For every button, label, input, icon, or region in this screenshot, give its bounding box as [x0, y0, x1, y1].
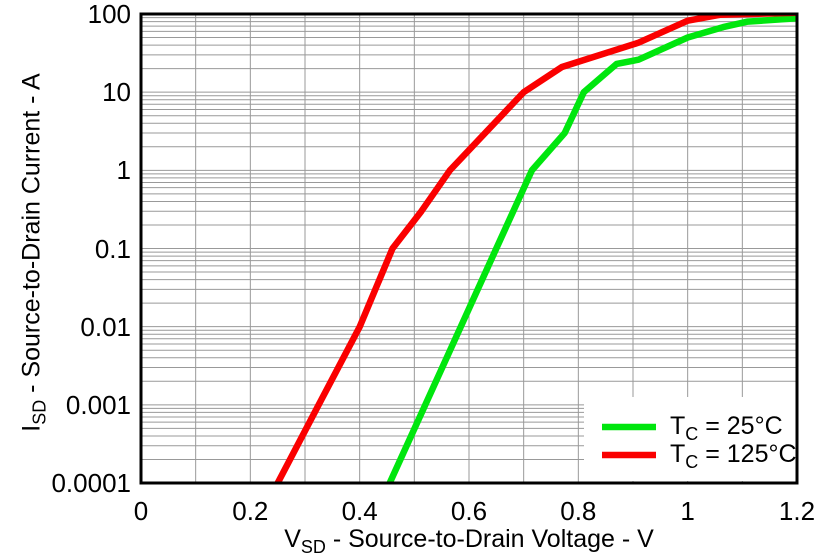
y-tick-label: 1 — [116, 155, 131, 186]
x-tick-label: 0 — [133, 496, 149, 526]
y-tick-label: 10 — [102, 77, 131, 108]
y-tick-label: 0.01 — [80, 311, 131, 342]
plot-border — [139, 12, 799, 485]
series-curve-1 — [274, 14, 797, 483]
series-curve-0 — [386, 15, 797, 483]
y-tick-label: 0.0001 — [51, 468, 131, 498]
x-tick-label: 1 — [680, 496, 695, 526]
legend-label-1: TC = 125°C — [670, 440, 797, 473]
y-tick-label: 0.001 — [65, 389, 131, 420]
x-tick-label: 0.6 — [450, 496, 488, 526]
x-tick-label: 0.2 — [232, 496, 269, 526]
legend-background — [584, 397, 797, 481]
y-axis-title: ISD - Source-to-Drain Current - A — [17, 72, 50, 432]
x-tick-label: 0.8 — [560, 496, 597, 526]
x-axis-title: VSD - Source-to-Drain Voltage - V — [284, 525, 654, 558]
x-tick-label: 1.2 — [778, 496, 816, 526]
y-tick-label: 100 — [87, 0, 131, 29]
y-tick-label: 0.1 — [94, 233, 131, 264]
x-tick-label: 0.4 — [341, 496, 378, 526]
legend-label-0: TC = 25°C — [670, 412, 783, 445]
